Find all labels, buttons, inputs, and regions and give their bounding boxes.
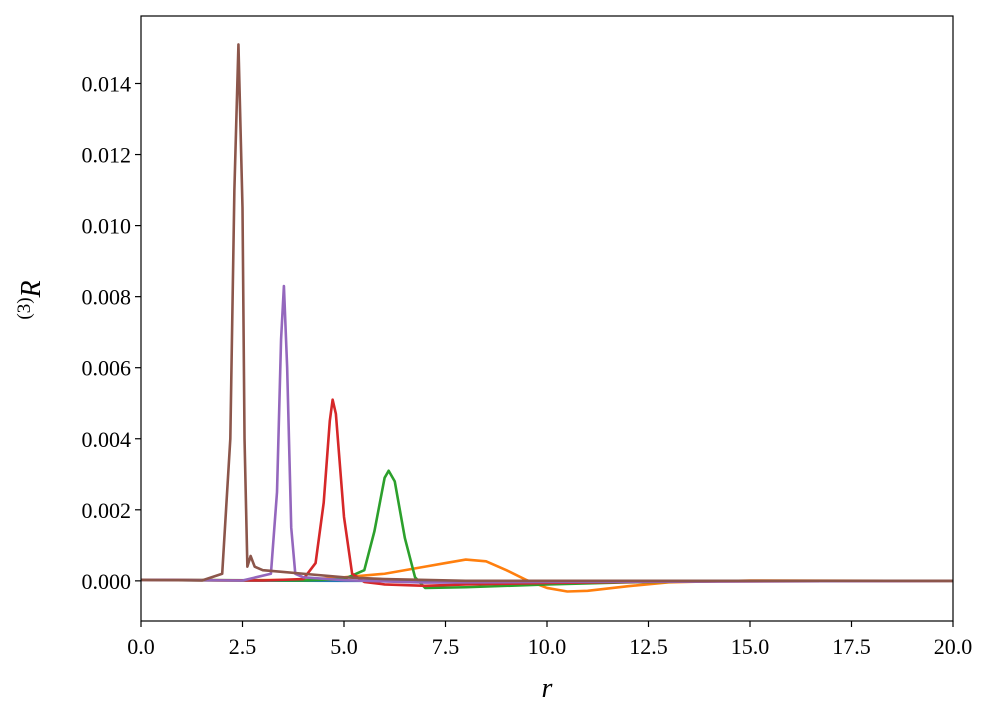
y-axis-label-main: R [16, 280, 47, 298]
y-tick-label: 0.008 [82, 285, 132, 310]
x-tick-label: 15.0 [731, 634, 770, 659]
x-tick-label: 5.0 [330, 634, 358, 659]
series-line [140, 43, 953, 583]
y-axis-label-group: (3)R [14, 280, 47, 319]
y-tick-label: 0.002 [82, 498, 132, 523]
plot-frame [140, 15, 954, 622]
x-tick-label: 7.5 [432, 634, 460, 659]
y-tick-label: 0.004 [82, 427, 132, 452]
y-tick-label: 0.000 [82, 569, 132, 594]
x-tick-label: 20.0 [934, 634, 973, 659]
y-axis-label-superscript: (3) [14, 297, 35, 319]
x-axis-label: r [542, 673, 553, 704]
x-tick-label: 10.0 [528, 634, 567, 659]
x-tick-label: 2.5 [229, 634, 257, 659]
y-tick-label: 0.006 [82, 356, 132, 381]
y-tick-label: 0.010 [82, 214, 132, 239]
series-line [140, 284, 954, 584]
x-tick-label: 17.5 [832, 634, 871, 659]
y-tick-label: 0.014 [82, 71, 132, 96]
y-tick-label: 0.012 [82, 143, 132, 168]
y-axis-label: (3)R [14, 280, 47, 319]
series-line [140, 398, 954, 588]
x-tick-label: 12.5 [629, 634, 668, 659]
x-tick-label: 0.0 [127, 634, 155, 659]
